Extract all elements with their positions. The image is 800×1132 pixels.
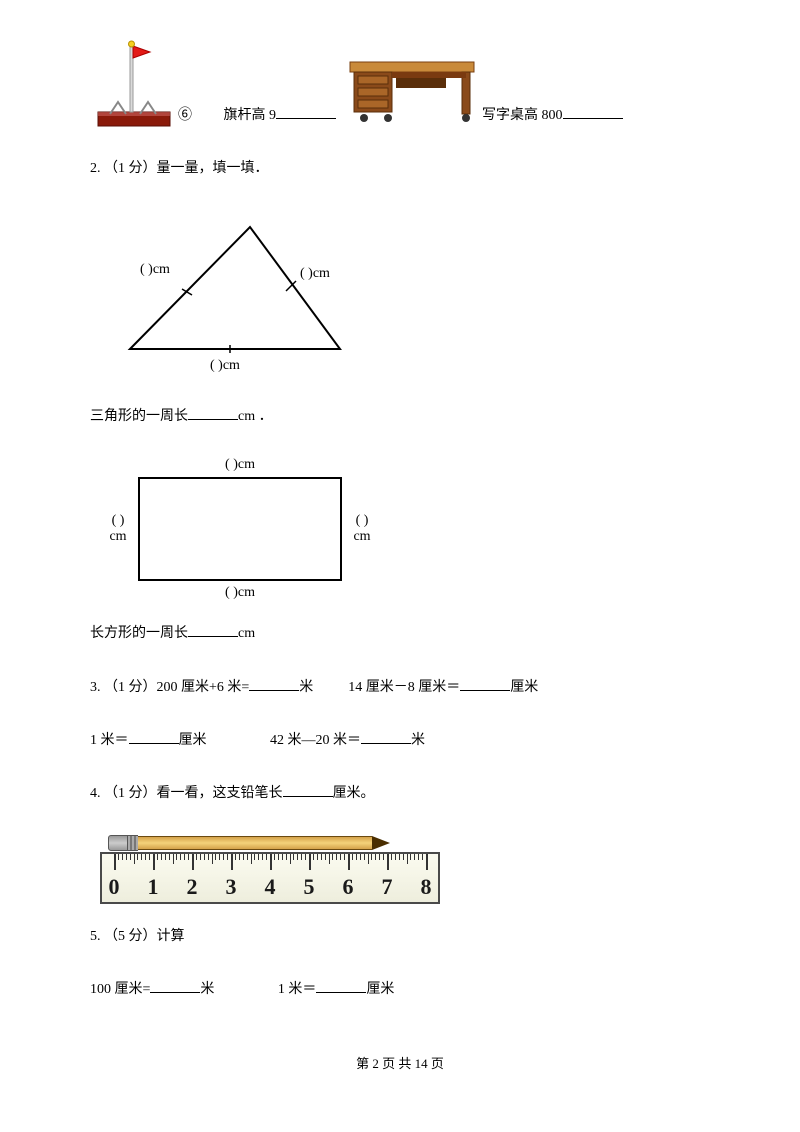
question-3-line1: 3. （1 分）200 厘米+6 米=米 14 厘米－8 厘米＝厘米: [90, 675, 710, 700]
circled-number: ⑥: [178, 108, 192, 123]
ruler-number: 7: [382, 874, 393, 900]
triangle-perimeter-line: 三角形的一周长cm ．: [90, 404, 710, 429]
question-5-line: 100 厘米=米 1 米＝厘米: [90, 977, 710, 1002]
q4-pencil-blank[interactable]: [283, 782, 333, 797]
desk-label: 写字桌高 800: [482, 104, 623, 128]
ruler-number: 8: [421, 874, 432, 900]
desk-blank[interactable]: [563, 104, 623, 119]
ruler-number: 2: [187, 874, 198, 900]
q3-blank-c[interactable]: [129, 729, 179, 744]
rectangle-perimeter-line: 长方形的一周长cm: [90, 621, 710, 646]
flagpole-illustration: [90, 40, 178, 128]
desk-illustration: [342, 40, 482, 128]
q3-blank-a[interactable]: [249, 676, 299, 691]
triangle-side-b-label: ( )cm: [300, 266, 330, 281]
ruler-number: 1: [148, 874, 159, 900]
question-2-header: 2. （1 分）量一量，填一填．: [90, 156, 710, 181]
rectangle-diagram: ( )cm ( ) cm ( ) cm ( )cm: [90, 457, 390, 601]
pencil-illustration: [108, 834, 390, 852]
ruler-number: 5: [304, 874, 315, 900]
triangle-side-a-label: ( )cm: [140, 262, 170, 277]
q3-blank-d[interactable]: [361, 729, 411, 744]
ruler-number: 6: [343, 874, 354, 900]
triangle-side-c-label: ( )cm: [210, 358, 240, 373]
ruler-number: 0: [109, 874, 120, 900]
triangle-perimeter-blank[interactable]: [188, 405, 238, 420]
rect-box: [138, 477, 342, 581]
flagpole-blank[interactable]: [276, 104, 336, 119]
question-4-header: 4. （1 分）看一看，这支铅笔长厘米。: [90, 781, 710, 806]
rectangle-perimeter-blank[interactable]: [188, 622, 238, 637]
rect-top-label: ( )cm: [90, 457, 390, 473]
q3-blank-b[interactable]: [460, 676, 510, 691]
rect-bottom-label: ( )cm: [90, 585, 390, 601]
page-footer: 第 2 页 共 14 页: [90, 1053, 710, 1072]
question-3-line2: 1 米＝厘米 42 米―20 米＝米: [90, 728, 710, 753]
flagpole-label: ⑥ 旗杆高 9: [178, 104, 336, 128]
rect-left-label: ( ) cm: [98, 513, 138, 547]
rect-right-label: ( ) cm: [342, 513, 382, 547]
ruler-number: 3: [226, 874, 237, 900]
ruler-illustration: 0 1 2 3 4 5 6 7 8: [100, 852, 440, 904]
triangle-diagram: ( )cm ( )cm ( )cm: [100, 209, 360, 379]
q5-blank-a[interactable]: [150, 978, 200, 993]
question-6-row: ⑥ 旗杆高 9 写字桌高 800: [90, 40, 710, 128]
ruler-pencil-diagram: 0 1 2 3 4 5 6 7 8: [100, 834, 440, 904]
q5-blank-b[interactable]: [316, 978, 366, 993]
question-5-header: 5. （5 分）计算: [90, 924, 710, 949]
ruler-number: 4: [265, 874, 276, 900]
